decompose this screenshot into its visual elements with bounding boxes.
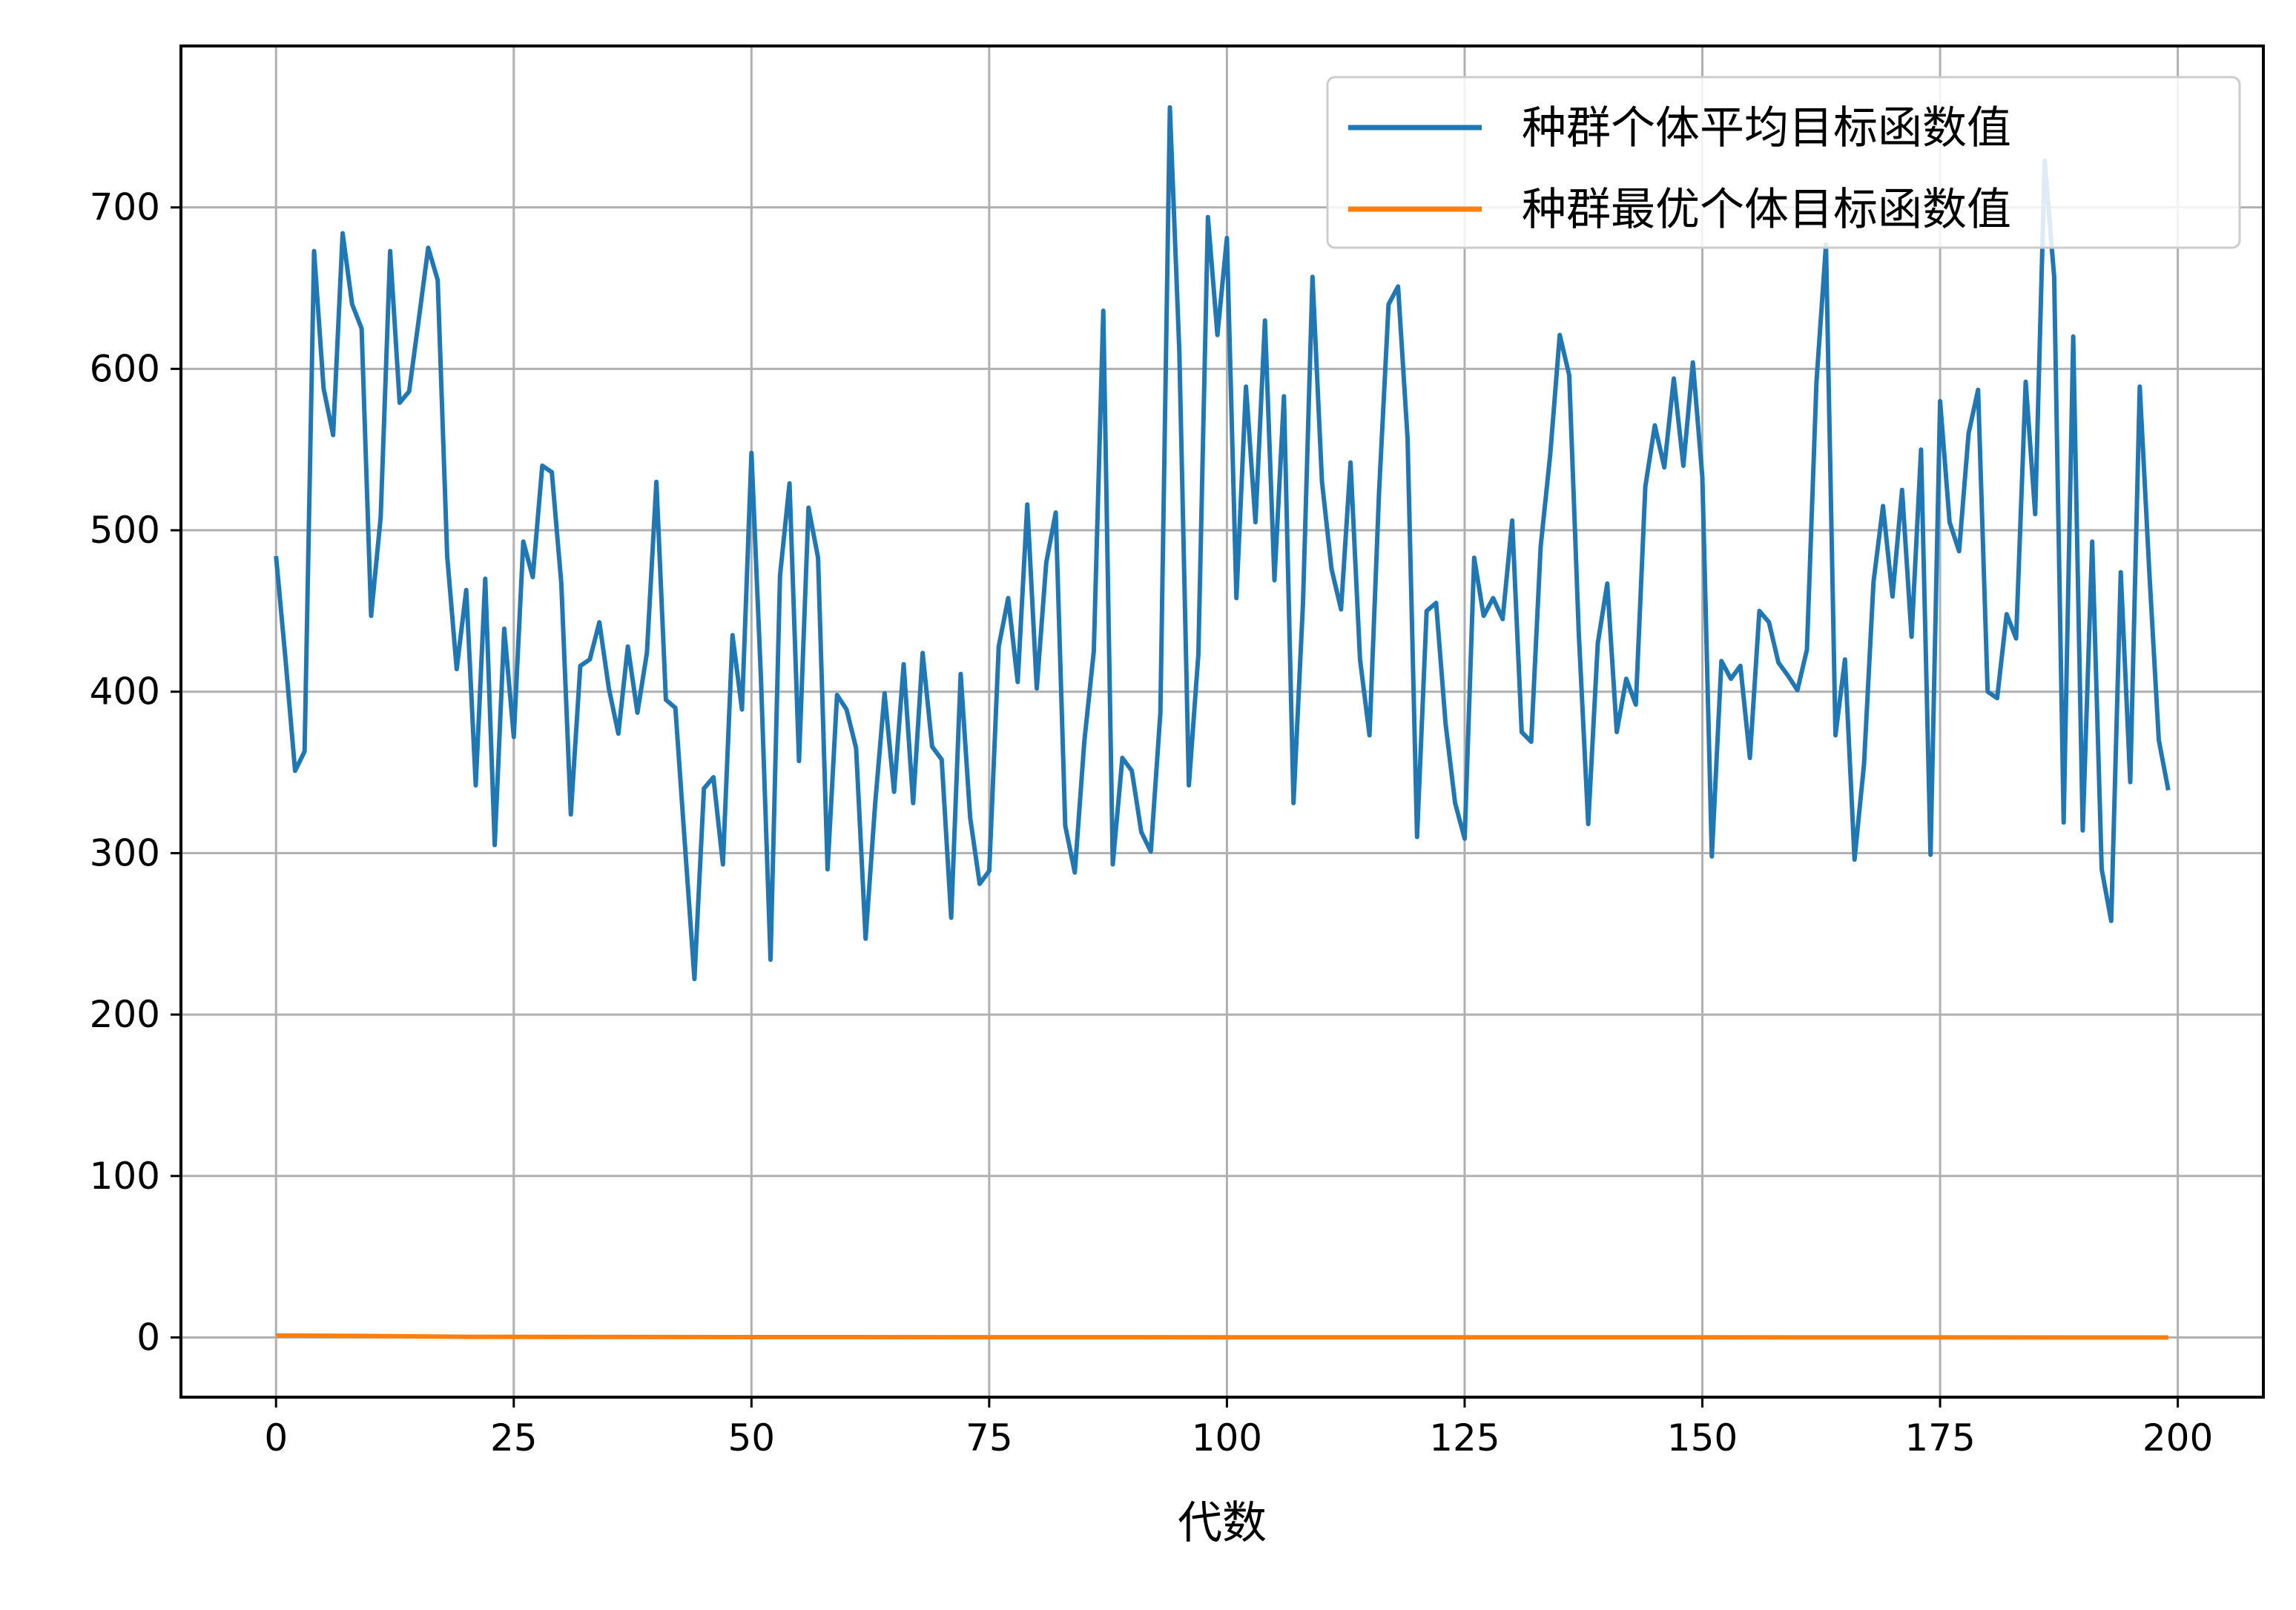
legend-entry-label: 种群最优个体目标函数值 [1522, 184, 2011, 236]
x-tick-label: 25 [490, 1416, 538, 1459]
x-tick-label: 0 [264, 1416, 288, 1459]
legend-entry-label: 种群个体平均目标函数值 [1522, 102, 2011, 154]
plot-frame [179, 44, 2265, 1399]
y-tick-label: 0 [136, 1316, 160, 1359]
y-tick-label: 600 [90, 347, 160, 390]
x-tick-label: 100 [1192, 1416, 1262, 1459]
x-axis: 0 25 50 75 100 125 150 175 200 [264, 1397, 2213, 1459]
x-tick-label: 125 [1429, 1416, 1500, 1459]
x-axis-label: 代数 [1178, 1497, 1267, 1549]
x-tick-label: 150 [1667, 1416, 1738, 1459]
y-tick-label: 500 [90, 509, 160, 552]
series-line-0 [274, 105, 2171, 982]
y-axis: 0 100 200 300 400 500 600 700 [90, 186, 181, 1359]
series-layer [274, 105, 2171, 1340]
x-tick-label: 175 [1904, 1416, 1975, 1459]
x-tick-label: 50 [728, 1416, 776, 1459]
legend-box [1326, 76, 2241, 249]
y-tick-label: 300 [90, 831, 160, 874]
y-tick-label: 700 [90, 186, 160, 229]
y-tick-label: 200 [90, 993, 160, 1036]
x-tick-label: 200 [2142, 1416, 2213, 1459]
x-tick-label: 75 [966, 1416, 1013, 1459]
y-tick-label: 400 [90, 670, 160, 713]
y-tick-label: 100 [90, 1155, 160, 1198]
series-line-1 [276, 1333, 2168, 1340]
